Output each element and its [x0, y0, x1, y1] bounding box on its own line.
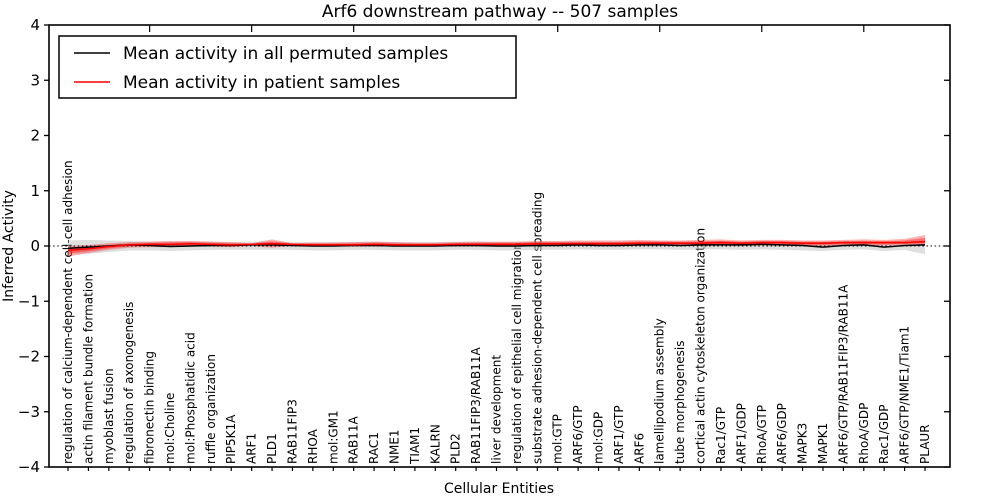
x-category-label: ARF6/GTP/RAB11FIP3/RAB11A — [836, 284, 850, 464]
y-tick-label: −3 — [18, 403, 40, 421]
x-category-label: PLAUR — [918, 424, 932, 464]
x-category-label: RAB11A — [347, 415, 361, 464]
y-tick-label: −1 — [18, 292, 40, 310]
x-category-label: mol:Choline — [163, 393, 177, 464]
x-category-label: myoblast fusion — [102, 368, 116, 464]
x-category-label: PLD1 — [265, 433, 279, 464]
chart-title: Arf6 downstream pathway -- 507 samples — [322, 2, 678, 22]
x-category-label: regulation of calcium-dependent cell-cel… — [61, 160, 75, 464]
x-category-label: MAPK3 — [796, 423, 810, 464]
axes-layer: 4 3 2 1 0 −1 −2 −3 −4 — [18, 16, 951, 476]
x-category-label: Rac1/GTP — [714, 407, 728, 464]
x-category-label: ARF6/GTP/NME1/Tiam1 — [898, 326, 912, 464]
x-category-label: mol:GDP — [592, 412, 606, 464]
x-category-label: PLD2 — [449, 433, 463, 464]
x-category-label: ARF6 — [632, 433, 646, 464]
x-category-label: RHOA — [306, 428, 320, 464]
x-category-label: MAPK1 — [816, 423, 830, 464]
patient-band-inner — [68, 237, 925, 254]
x-category-label: regulation of axonogenesis — [122, 302, 136, 464]
y-tick-label: 2 — [30, 127, 40, 145]
x-axis-label: Cellular Entities — [444, 481, 554, 497]
y-tick-label: −2 — [18, 348, 40, 366]
x-category-label: mol:GTP — [551, 414, 565, 464]
x-category-label: NME1 — [387, 429, 401, 464]
x-category-label: regulation of epithelial cell migration — [510, 242, 524, 464]
x-category-labels-layer: regulation of calcium-dependent cell-cel… — [61, 160, 932, 465]
x-category-label: RAC1 — [367, 432, 381, 464]
x-category-label: ARF1/GDP — [734, 403, 748, 464]
y-tick-label: 4 — [30, 16, 40, 34]
x-category-label: ARF1 — [245, 433, 259, 464]
x-category-label: ruffle organization — [204, 354, 218, 464]
permuted-mean-line — [67, 243, 926, 249]
x-category-label: mol:Phosphatidic acid — [183, 332, 197, 464]
x-category-label: RhoA/GDP — [857, 403, 871, 464]
legend-label-permuted: Mean activity in all permuted samples — [123, 44, 448, 64]
x-category-label: TIAM1 — [408, 427, 422, 465]
legend-box — [58, 35, 517, 99]
x-category-label: actin filament bundle formation — [81, 274, 95, 464]
x-category-label: ARF6/GTP — [571, 405, 585, 464]
x-category-label: lamellipodium assembly — [653, 318, 667, 464]
y-tick-label: 3 — [30, 71, 40, 89]
y-tick-label: −4 — [18, 458, 40, 476]
x-category-label: cortical actin cytoskeleton organization — [694, 228, 708, 464]
y-tick-label: 1 — [30, 182, 40, 200]
x-category-label: mol:GM1 — [326, 410, 340, 464]
x-category-label: ARF1/GTP — [612, 405, 626, 464]
x-category-label: ARF6/GDP — [775, 403, 789, 464]
y-tick-label: 0 — [30, 237, 40, 255]
x-category-label: KALRN — [428, 424, 442, 464]
x-category-label: fibronectin binding — [143, 351, 157, 464]
x-category-label: substrate adhesion-dependent cell spread… — [530, 192, 544, 464]
patient-mean-line — [67, 240, 926, 252]
series-lines-layer — [49, 240, 950, 252]
x-category-label: Rac1/GDP — [877, 405, 891, 464]
x-category-label: tube morphogenesis — [673, 341, 687, 464]
x-category-label: liver development — [490, 355, 504, 464]
x-category-label: RAB11FIP3/RAB11A — [469, 347, 483, 464]
x-category-label: PIP5K1A — [224, 414, 238, 464]
legend: Mean activity in all permuted samples Me… — [58, 35, 517, 99]
x-category-label: RAB11FIP3 — [285, 399, 299, 464]
x-category-label: RhoA/GTP — [755, 405, 769, 464]
legend-label-patient: Mean activity in patient samples — [123, 73, 400, 93]
y-axis-label: Inferred Activity — [1, 190, 17, 302]
